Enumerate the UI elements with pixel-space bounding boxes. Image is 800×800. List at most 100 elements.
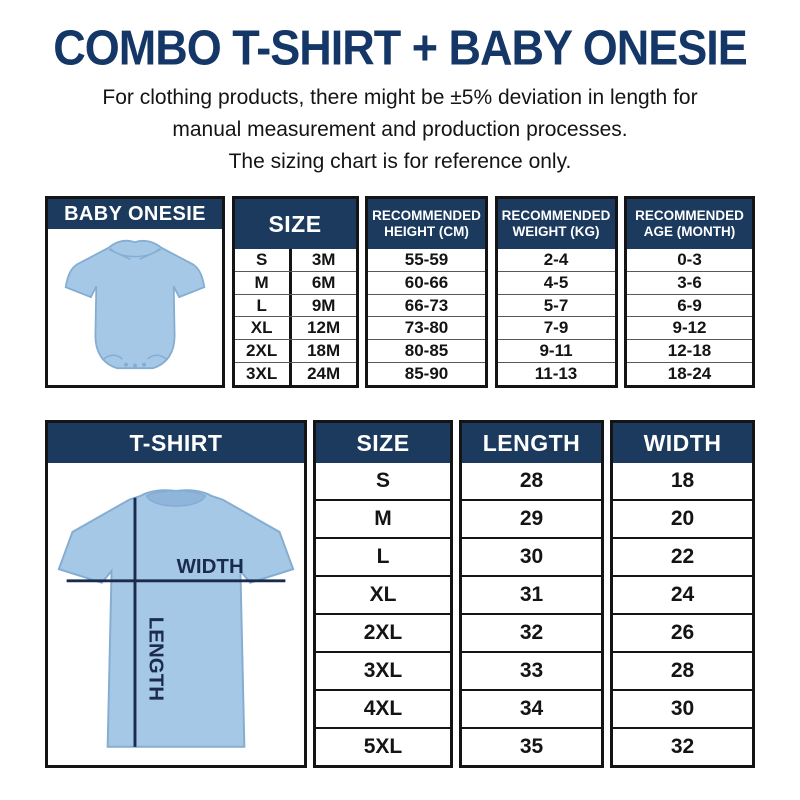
onesie-height-column: RECOMMENDED HEIGHT (CM) 55-59 60-66 66-73 7… (365, 196, 488, 388)
tshirt-image-cell: T-SHIRT WIDTH LENGTH (45, 420, 307, 768)
tshirt-length-value: 28 (519, 469, 544, 492)
onesie-months-value: 24M (307, 364, 341, 384)
onesie-age-rows: 0-3 3-6 6-9 9-12 12-18 18-24 (627, 249, 752, 385)
tshirt-width-value-row: 24 (613, 575, 752, 613)
tshirt-width-value: 18 (670, 469, 695, 492)
tshirt-width-column: WIDTH 18 20 22 24 26 28 30 32 (610, 420, 755, 768)
onesie-age-value-row: 9-12 (627, 316, 752, 339)
onesie-weight-value-row: 7-9 (497, 316, 615, 339)
onesie-age-value: 12-18 (667, 341, 712, 361)
onesie-size-rows: S 3M M 6M L 9M XL 12M 2XL 18M 3XL 24M (234, 249, 356, 385)
onesie-height-value: 66-73 (404, 295, 449, 315)
tshirt-length-value-row: 29 (462, 499, 601, 537)
tshirt-length-value-row: 28 (462, 463, 601, 499)
onesie-size-value: L (235, 294, 292, 317)
tshirt-size-value-row: 4XL (316, 689, 450, 727)
tshirt-size-rows: S M L XL 2XL 3XL 4XL 5XL (316, 463, 450, 765)
tshirt-size-value: 3XL (363, 659, 403, 682)
onesie-weight-value-row: 11-13 (497, 362, 615, 385)
onesie-image-cell: BABY ONESIE (45, 196, 225, 388)
tshirt-width-value-row: 30 (613, 689, 752, 727)
onesie-height-value-row: 55-59 (368, 249, 485, 271)
onesie-age-header: RECOMMENDED AGE (MONTH) (627, 199, 752, 249)
onesie-weight-value-row: 9-11 (497, 339, 615, 362)
tshirt-width-value: 20 (670, 507, 695, 530)
tshirt-width-header: WIDTH (613, 423, 752, 463)
tshirt-width-value: 22 (670, 545, 695, 568)
onesie-months-value: 3M (311, 249, 336, 269)
tshirt-length-rows: 28 29 30 31 32 33 34 35 (462, 463, 601, 765)
onesie-weight-header: RECOMMENDED WEIGHT (KG) (497, 199, 615, 249)
tshirt-size-column: SIZE S M L XL 2XL 3XL 4XL 5XL (313, 420, 453, 768)
onesie-size-row: XL 12M (234, 316, 356, 340)
onesie-height-value: 73-80 (404, 318, 449, 338)
onesie-size-row: 2XL 18M (234, 339, 356, 363)
tshirt-width-value: 28 (670, 659, 695, 682)
onesie-age-value-row: 18-24 (627, 362, 752, 385)
tshirt-length-value-row: 32 (462, 613, 601, 651)
tshirt-width-value: 32 (670, 735, 695, 758)
tshirt-length-value-row: 33 (462, 651, 601, 689)
tshirt-length-value: 34 (519, 697, 544, 720)
tshirt-size-value-row: 2XL (316, 613, 450, 651)
tshirt-size-value: 2XL (363, 621, 403, 644)
tshirt-width-value-row: 32 (613, 727, 752, 765)
onesie-height-rows: 55-59 60-66 66-73 73-80 80-85 85-90 (368, 249, 485, 385)
header-line: RECOMMENDED (635, 208, 744, 224)
tshirt-length-value: 33 (519, 659, 544, 682)
tshirt-width-value: 26 (670, 621, 695, 644)
tshirt-size-value-row: S (316, 463, 450, 499)
tshirt-length-value-row: 31 (462, 575, 601, 613)
tshirt-image-area: WIDTH LENGTH (48, 463, 304, 765)
onesie-months-value: 12M (307, 318, 341, 338)
header-line: AGE (MONTH) (643, 224, 736, 239)
tshirt-width-value-row: 20 (613, 499, 752, 537)
onesie-size-value: XL (235, 317, 292, 340)
onesie-age-value-row: 3-6 (627, 270, 752, 294)
onesie-height-value: 55-59 (404, 249, 449, 269)
tshirt-length-value: 32 (519, 621, 544, 644)
onesie-height-value: 85-90 (404, 364, 449, 384)
tshirt-size-value-row: L (316, 537, 450, 575)
page-subtitle: For clothing products, there might be ±5… (0, 82, 800, 178)
tshirt-length-value: 31 (519, 583, 544, 606)
onesie-weight-value: 5-7 (543, 295, 569, 315)
onesie-height-value-row: 66-73 (368, 293, 485, 317)
onesie-months-value: 18M (307, 341, 341, 361)
onesie-weight-value-row: 4-5 (497, 270, 615, 294)
tshirt-width-value-row: 22 (613, 537, 752, 575)
onesie-size-header: SIZE (234, 199, 356, 249)
tshirt-length-value-row: 30 (462, 537, 601, 575)
onesie-size-row: M 6M (234, 270, 356, 294)
onesie-age-value-row: 12-18 (627, 339, 752, 362)
onesie-size-value: M (235, 271, 292, 294)
tshirt-length-value: 30 (519, 545, 544, 568)
onesie-size-value: S (235, 249, 292, 271)
onesie-size-value: 3XL (235, 363, 292, 385)
onesie-height-value: 80-85 (404, 341, 449, 361)
tshirt-length-column: LENGTH 28 29 30 31 32 33 34 35 (459, 420, 604, 768)
onesie-weight-value: 11-13 (534, 364, 578, 384)
tshirt-width-value-row: 28 (613, 651, 752, 689)
tshirt-width-rows: 18 20 22 24 26 28 30 32 (613, 463, 752, 765)
onesie-image-area (48, 229, 222, 385)
tshirt-size-header: SIZE (316, 423, 450, 463)
tshirt-size-value-row: M (316, 499, 450, 537)
tshirt-image: WIDTH LENGTH (57, 489, 295, 748)
tshirt-size-value: M (374, 507, 392, 530)
onesie-months-value: 9M (311, 295, 336, 315)
tshirt-width-value: 30 (670, 697, 695, 720)
onesie-weight-value: 7-9 (543, 318, 569, 338)
subtitle-line: For clothing products, there might be ±5… (102, 86, 698, 109)
onesie-age-value: 18-24 (667, 364, 712, 384)
tshirt-size-value: XL (369, 583, 397, 606)
baby-onesie-image (64, 239, 206, 370)
width-label: WIDTH (177, 555, 244, 578)
onesie-age-value-row: 0-3 (627, 249, 752, 271)
onesie-height-header: RECOMMENDED HEIGHT (CM) (368, 199, 485, 249)
onesie-age-column: RECOMMENDED AGE (MONTH) 0-3 3-6 6-9 9-12 12-… (624, 196, 755, 388)
onesie-height-value: 60-66 (404, 272, 449, 292)
subtitle-line: manual measurement and production proces… (172, 118, 628, 141)
subtitle-line: The sizing chart is for reference only. (228, 150, 572, 173)
